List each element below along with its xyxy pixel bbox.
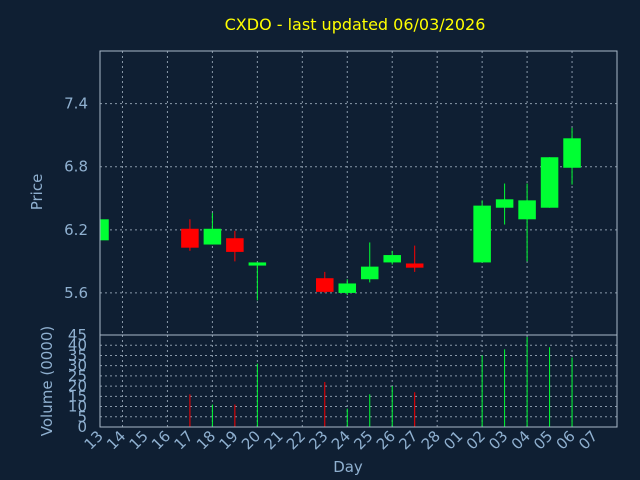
volume-axis-label: Volume (0000) (38, 326, 56, 436)
volume-tick-label: 35 (68, 346, 87, 364)
candle-body (383, 255, 401, 263)
candle-body (316, 278, 334, 292)
candle-body (203, 228, 222, 245)
candle-body (100, 219, 109, 241)
candle-body (248, 262, 267, 266)
price-tick-label: 6.8 (64, 158, 88, 176)
candle-body (473, 205, 491, 263)
volume-tick-label: 20 (68, 377, 87, 395)
volume-tick-label: 25 (68, 367, 87, 385)
x-tick-labels: 1314151617181920212223242526272801020304… (81, 427, 602, 453)
candle-body (226, 238, 244, 252)
price-panel-frame (99, 50, 618, 336)
price-candles (99, 127, 581, 301)
grid-lines (100, 51, 617, 428)
volume-tick-label: 0 (77, 418, 87, 436)
candle-body (405, 263, 424, 268)
candle-body (181, 228, 199, 248)
x-axis-label: Day (333, 458, 363, 476)
price-tick-label: 5.6 (64, 284, 88, 302)
volume-tick-label: 45 (68, 326, 87, 344)
price-axis-label: Price (28, 174, 46, 211)
volume-tick-label: 40 (68, 336, 87, 354)
x-tick-label: 07 (575, 427, 601, 453)
chart-title: CXDO - last updated 06/03/2026 (225, 15, 486, 34)
volume-tick-label: 10 (68, 398, 87, 416)
candle-body (495, 199, 514, 208)
volume-tick-label: 5 (77, 408, 87, 426)
price-tick-label: 6.2 (64, 221, 88, 239)
volume-tick-label: 30 (68, 357, 87, 375)
candle-body (338, 283, 357, 293)
volume-panel-frame (99, 334, 618, 428)
candle-body (540, 157, 559, 208)
candle-body (518, 200, 536, 220)
volume-bars (189, 337, 573, 427)
volume-tick-label: 15 (68, 387, 87, 405)
candle-body (360, 266, 379, 280)
price-tick-label: 7.4 (64, 95, 88, 113)
price-tick-labels: 5.6 6.2 6.8 7.4 (64, 95, 88, 302)
candle-body (563, 138, 581, 168)
